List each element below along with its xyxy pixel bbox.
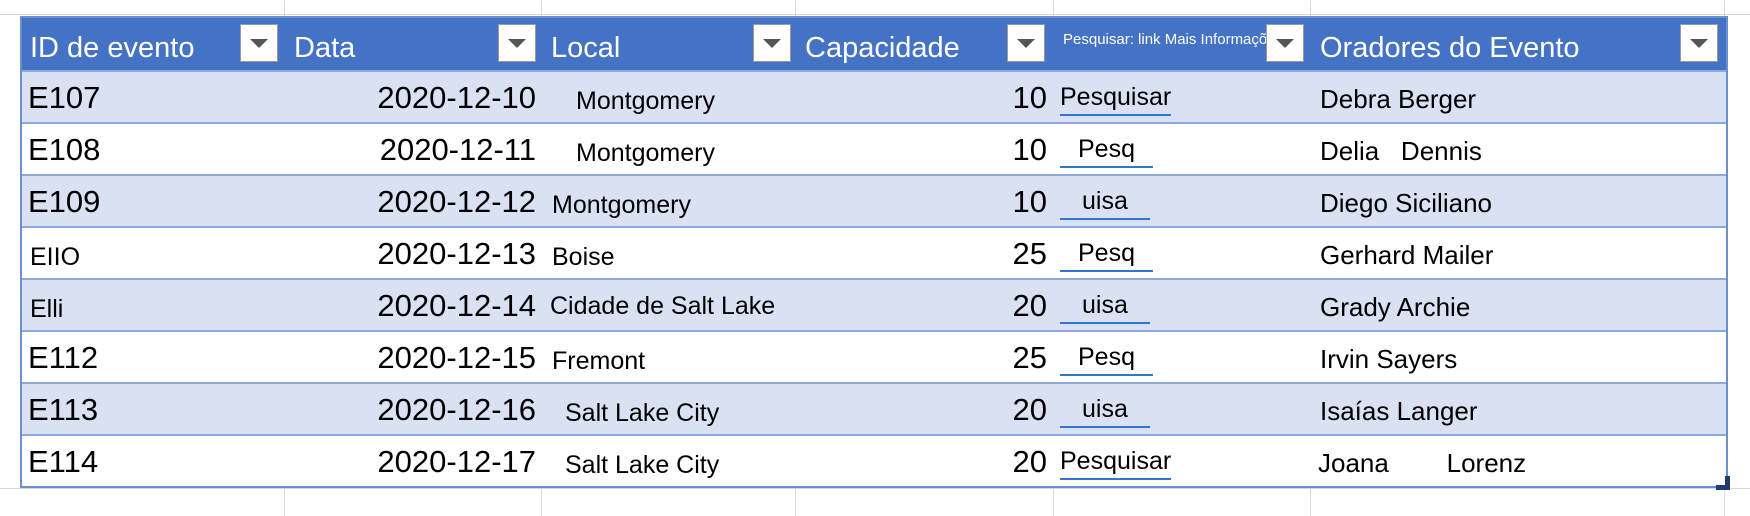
- search-link[interactable]: uisa: [1060, 288, 1150, 324]
- speaker-cell[interactable]: Joana Lorenz: [1318, 448, 1527, 478]
- chevron-down-icon: [250, 39, 268, 48]
- column-header-label: Pesquisar: link Mais Informações: [1063, 31, 1284, 48]
- speaker-cell[interactable]: Grady Archie: [1320, 292, 1471, 322]
- table-header: ID de evento Data Local Capacidade Pesqu…: [22, 18, 1726, 70]
- search-link-cell[interactable]: uisa: [1060, 176, 1150, 226]
- date-cell[interactable]: 2020-12-17: [377, 444, 536, 479]
- filter-dropdown-local[interactable]: [753, 24, 791, 62]
- column-header-label: Oradores do Evento: [1320, 32, 1580, 64]
- gridline: [0, 14, 1750, 15]
- date-cell[interactable]: 2020-12-13: [377, 236, 536, 271]
- column-header-search-link[interactable]: Pesquisar: link Mais Informações: [1055, 18, 1285, 70]
- search-link[interactable]: uisa: [1060, 392, 1150, 428]
- resize-handle-bar: [1725, 476, 1730, 490]
- speaker-cell[interactable]: Isaías Langer: [1320, 396, 1478, 426]
- event-id-cell[interactable]: Elli: [30, 295, 64, 323]
- local-cell[interactable]: Salt Lake City: [565, 451, 720, 479]
- filter-dropdown-search-link[interactable]: [1266, 24, 1304, 62]
- table-row: Elli 2020-12-14 Cidade de Salt Lake 20 u…: [22, 278, 1726, 330]
- column-header-speakers[interactable]: Oradores do Evento: [1312, 18, 1692, 70]
- capacity-cell[interactable]: 25: [1012, 340, 1047, 375]
- filter-dropdown-speakers[interactable]: [1680, 24, 1718, 62]
- chevron-down-icon: [1017, 39, 1035, 48]
- table-row: E114 2020-12-17 Salt Lake City 20 Pesqui…: [22, 434, 1726, 486]
- column-header-label: Capacidade: [805, 32, 960, 64]
- table-row: E113 2020-12-16 Salt Lake City 20 uisa I…: [22, 382, 1726, 434]
- table-row: E107 2020-12-10 Montgomery 10 Pesquisar …: [22, 70, 1726, 122]
- chevron-down-icon: [508, 39, 526, 48]
- resize-handle-bar: [1716, 485, 1730, 490]
- local-cell[interactable]: Cidade de Salt Lake: [550, 292, 776, 320]
- chevron-down-icon: [1690, 39, 1708, 48]
- column-header-local[interactable]: Local: [543, 18, 773, 70]
- search-link-cell[interactable]: uisa: [1060, 384, 1150, 434]
- event-id-cell[interactable]: E108: [28, 132, 101, 167]
- search-link[interactable]: Pesquisar: [1060, 444, 1172, 480]
- capacity-cell[interactable]: 25: [1012, 236, 1047, 271]
- search-link-cell[interactable]: Pesquisar: [1060, 72, 1172, 122]
- local-cell[interactable]: Fremont: [552, 347, 646, 375]
- column-header-capacity[interactable]: Capacidade: [797, 18, 1027, 70]
- search-link-cell[interactable]: Pesq: [1060, 332, 1153, 382]
- search-link[interactable]: Pesq: [1060, 340, 1153, 376]
- capacity-cell[interactable]: 10: [1012, 184, 1047, 219]
- table-row: E108 2020-12-11 Montgomery 10 Pesq Delia…: [22, 122, 1726, 174]
- search-link-cell[interactable]: Pesquisar: [1060, 436, 1172, 486]
- speaker-cell[interactable]: Gerhard Mailer: [1320, 240, 1494, 270]
- search-link[interactable]: Pesquisar: [1060, 80, 1172, 116]
- search-link[interactable]: uisa: [1060, 184, 1150, 220]
- search-link-cell[interactable]: Pesq: [1060, 228, 1153, 278]
- local-cell[interactable]: Boise: [552, 243, 615, 271]
- table-row: E112 2020-12-15 Fremont 25 Pesq Irvin Sa…: [22, 330, 1726, 382]
- capacity-cell[interactable]: 20: [1012, 444, 1047, 479]
- filter-dropdown-capacity[interactable]: [1007, 24, 1045, 62]
- speaker-cell[interactable]: Delia Dennis: [1320, 136, 1482, 166]
- column-header-label: ID de evento: [30, 32, 195, 64]
- event-table: ID de evento Data Local Capacidade Pesqu…: [20, 16, 1730, 490]
- local-cell[interactable]: Salt Lake City: [565, 399, 720, 427]
- capacity-cell[interactable]: 10: [1012, 80, 1047, 115]
- search-link[interactable]: Pesq: [1060, 132, 1153, 168]
- local-cell[interactable]: Montgomery: [576, 87, 715, 115]
- capacity-cell[interactable]: 20: [1012, 392, 1047, 427]
- chevron-down-icon: [763, 39, 781, 48]
- date-cell[interactable]: 2020-12-10: [377, 80, 536, 115]
- speaker-cell[interactable]: Diego Siciliano: [1320, 188, 1492, 218]
- search-link[interactable]: Pesq: [1060, 236, 1153, 272]
- event-id-cell[interactable]: E107: [28, 80, 101, 115]
- table-row: E109 2020-12-12 Montgomery 10 uisa Diego…: [22, 174, 1726, 226]
- local-cell[interactable]: Montgomery: [552, 191, 691, 219]
- search-link-cell[interactable]: Pesq: [1060, 124, 1153, 174]
- speaker-cell[interactable]: Debra Berger: [1320, 84, 1477, 114]
- filter-dropdown-event-id[interactable]: [240, 24, 278, 62]
- column-header-date[interactable]: Data: [286, 18, 516, 70]
- local-cell[interactable]: Montgomery: [576, 139, 715, 167]
- gridline: [0, 488, 1750, 489]
- chevron-down-icon: [1276, 39, 1294, 48]
- capacity-cell[interactable]: 10: [1012, 132, 1047, 167]
- date-cell[interactable]: 2020-12-11: [379, 132, 536, 167]
- column-header-label: Data: [294, 32, 356, 64]
- event-id-cell[interactable]: E114: [28, 444, 99, 479]
- column-header-label: Local: [551, 32, 621, 64]
- date-cell[interactable]: 2020-12-12: [377, 184, 536, 219]
- event-id-cell[interactable]: E109: [28, 184, 101, 219]
- capacity-cell[interactable]: 20: [1012, 288, 1047, 323]
- table-resize-icon[interactable]: [1716, 476, 1730, 490]
- event-id-cell[interactable]: EIIO: [30, 243, 81, 271]
- date-cell[interactable]: 2020-12-16: [377, 392, 536, 427]
- event-id-cell[interactable]: E113: [28, 392, 99, 427]
- speaker-cell[interactable]: Irvin Sayers: [1320, 344, 1458, 374]
- table-row: EIIO 2020-12-13 Boise 25 Pesq Gerhard Ma…: [22, 226, 1726, 278]
- date-cell[interactable]: 2020-12-15: [377, 340, 536, 375]
- search-link-cell[interactable]: uisa: [1060, 280, 1150, 330]
- date-cell[interactable]: 2020-12-14: [377, 288, 536, 323]
- event-id-cell[interactable]: E112: [28, 340, 99, 375]
- column-header-event-id[interactable]: ID de evento: [22, 18, 242, 70]
- filter-dropdown-date[interactable]: [498, 24, 536, 62]
